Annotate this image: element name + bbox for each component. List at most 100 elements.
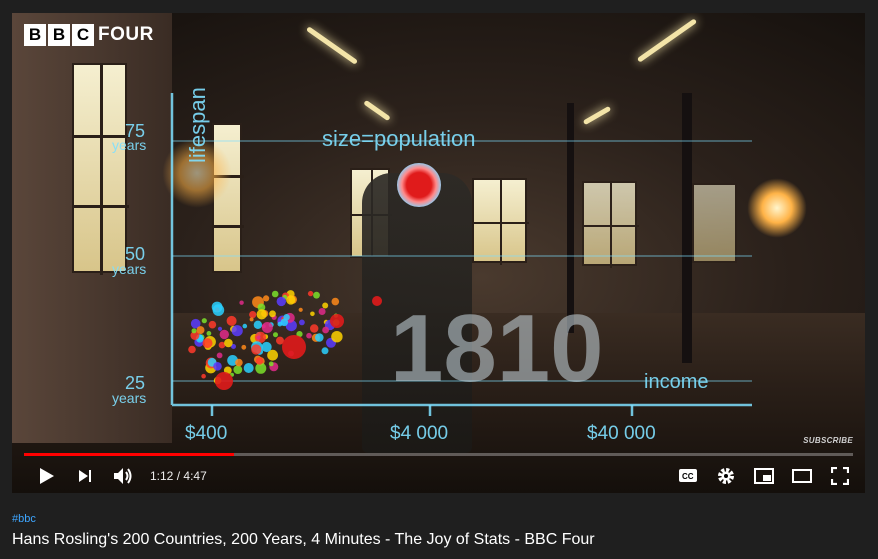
country-bubble	[271, 290, 279, 298]
country-bubble	[256, 335, 261, 340]
logo-letter: B	[24, 24, 46, 46]
country-bubble	[285, 320, 297, 332]
country-bubble	[330, 314, 344, 328]
channel-logo: B B C FOUR	[24, 24, 154, 46]
y-tick-unit: years	[112, 137, 146, 153]
country-bubble	[372, 296, 382, 306]
volume-button[interactable]	[104, 458, 142, 493]
country-bubble	[321, 347, 329, 355]
captions-button[interactable]: CC	[669, 458, 707, 493]
country-bubble	[261, 341, 272, 353]
country-bubble	[255, 357, 264, 365]
country-bubble	[257, 303, 266, 312]
country-bubble	[263, 295, 270, 302]
video-hashtag[interactable]: #bbc	[12, 513, 36, 525]
country-bubble	[313, 291, 320, 299]
progress-played	[24, 453, 234, 456]
window-left	[72, 63, 129, 275]
presenter	[362, 173, 472, 453]
country-bubble	[310, 324, 319, 333]
country-bubble	[280, 318, 289, 327]
y-tick-unit: years	[112, 390, 146, 406]
country-bubble	[196, 326, 205, 335]
country-bubble	[253, 320, 263, 329]
country-bubble	[273, 332, 278, 338]
country-bubble	[224, 338, 233, 348]
country-bubble	[201, 373, 206, 379]
x-tick-label: $4 000	[390, 423, 448, 444]
miniplayer-button[interactable]	[745, 458, 783, 493]
x-tick-marks	[210, 405, 634, 416]
country-bubble	[315, 333, 324, 342]
country-bubble	[249, 311, 257, 319]
country-bubble	[231, 325, 243, 337]
country-bubble	[216, 352, 223, 359]
country-bubble	[201, 318, 207, 324]
window-back-3	[582, 181, 639, 268]
country-bubble	[242, 323, 248, 329]
country-bubble	[282, 335, 306, 359]
country-bubble	[233, 365, 243, 374]
pillar	[682, 93, 692, 363]
settings-button[interactable]	[707, 458, 745, 493]
progress-bar[interactable]	[24, 453, 853, 456]
country-bubble	[202, 338, 213, 349]
play-button[interactable]	[28, 458, 66, 493]
country-bubble	[268, 361, 274, 367]
volume-icon	[114, 467, 132, 484]
x-tick-label: $400	[185, 423, 227, 444]
country-bubble	[318, 308, 326, 315]
logo-word: FOUR	[98, 24, 154, 45]
player-controls: 1:12 / 4:47 CC	[12, 458, 865, 493]
lamp-glow	[747, 178, 807, 238]
population-bubble-held	[397, 163, 441, 207]
country-bubble	[276, 296, 286, 307]
fullscreen-button[interactable]	[821, 458, 859, 493]
country-bubble	[251, 344, 262, 355]
gridlines	[172, 140, 752, 382]
country-bubble	[190, 331, 200, 340]
country-bubble	[331, 331, 343, 343]
country-bubble	[239, 300, 244, 305]
country-bubble	[217, 326, 223, 331]
y-tick-value: 75	[125, 121, 145, 141]
video-frame[interactable]: 1810 size=population lifespan 75 years 5…	[12, 13, 865, 493]
spotlight-glow	[162, 138, 232, 208]
play-icon	[40, 467, 54, 484]
country-bubble	[299, 319, 305, 326]
country-bubble	[331, 297, 340, 306]
country-bubble	[231, 344, 236, 349]
country-bubble	[307, 290, 314, 297]
country-bubble	[269, 310, 276, 318]
video-title: Hans Rosling's 200 Countries, 200 Years,…	[12, 531, 595, 548]
country-bubble	[190, 318, 201, 329]
logo-letter: C	[72, 24, 94, 46]
window-back-4	[692, 183, 737, 263]
size-legend-label: size=population	[322, 126, 476, 151]
country-bubble	[261, 322, 273, 333]
y-axis-label: lifespan	[185, 87, 210, 163]
theater-button[interactable]	[783, 458, 821, 493]
x-axis-label: income	[644, 371, 708, 393]
next-icon	[79, 469, 91, 482]
country-bubble	[215, 372, 233, 390]
fullscreen-icon	[831, 466, 849, 485]
country-bubble	[208, 320, 217, 329]
chart-axes	[170, 93, 752, 407]
country-bubble	[306, 332, 312, 339]
country-bubble	[226, 315, 237, 326]
right-controls: CC	[669, 458, 865, 493]
country-bubble	[276, 336, 284, 345]
video-player[interactable]: 1810 size=population lifespan 75 years 5…	[12, 13, 865, 493]
year-label: 1810	[390, 295, 604, 402]
country-bubble	[310, 311, 315, 317]
country-bubble	[322, 302, 329, 309]
next-button[interactable]	[66, 458, 104, 493]
country-bubble	[322, 326, 329, 334]
theater-icon	[792, 468, 812, 483]
y-tick-unit: years	[112, 261, 146, 277]
subscribe-watermark[interactable]: SUBSCRIBE	[803, 436, 853, 445]
country-bubble	[256, 309, 267, 320]
gapminder-overlay: 1810 size=population lifespan 75 years 5…	[112, 87, 752, 444]
